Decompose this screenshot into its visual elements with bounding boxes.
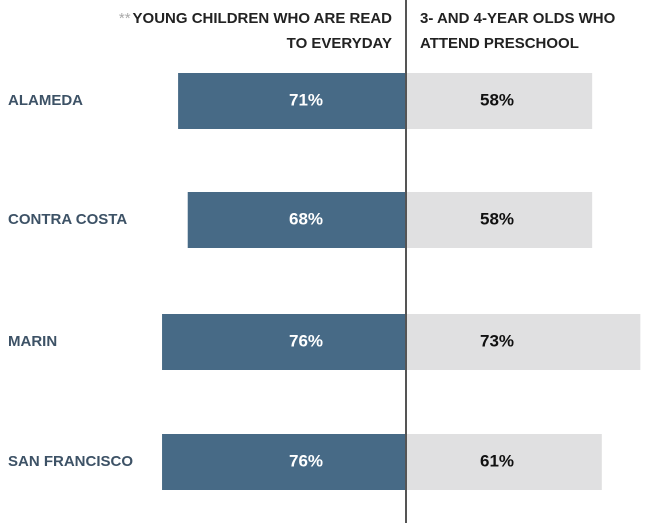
bar: [187, 192, 406, 248]
value-label: 76%: [289, 331, 323, 350]
footnote-marker: **: [118, 10, 131, 27]
value-label: 71%: [289, 90, 323, 109]
value-label: 68%: [289, 209, 323, 228]
legend-label: YOUNG CHILDREN WHO ARE READ TO EVERYDAY: [132, 10, 392, 52]
value-label: 61%: [480, 451, 514, 470]
bar: [162, 434, 406, 490]
value-label: 76%: [289, 451, 323, 470]
series-header: ** YOUNG CHILDREN WHO ARE READ TO EVERYDA…: [102, 6, 392, 56]
series-header: 3- AND 4-YEAR OLDS WHO ATTEND PRESCHOOL: [420, 6, 665, 56]
bar: [406, 434, 602, 490]
value-label: 58%: [480, 209, 514, 228]
bar: [162, 314, 406, 370]
category-label: CONTRA COSTA: [8, 211, 127, 228]
bar: [178, 73, 406, 129]
value-label: 73%: [480, 331, 514, 350]
bar: [406, 192, 593, 248]
category-label: MARIN: [8, 333, 57, 350]
bar: [406, 73, 593, 129]
category-label: SAN FRANCISCO: [8, 453, 133, 470]
bar: [406, 314, 641, 370]
category-label: ALAMEDA: [8, 92, 83, 109]
legend-label: 3- AND 4-YEAR OLDS WHO ATTEND PRESCHOOL: [420, 10, 616, 52]
value-label: 58%: [480, 90, 514, 109]
